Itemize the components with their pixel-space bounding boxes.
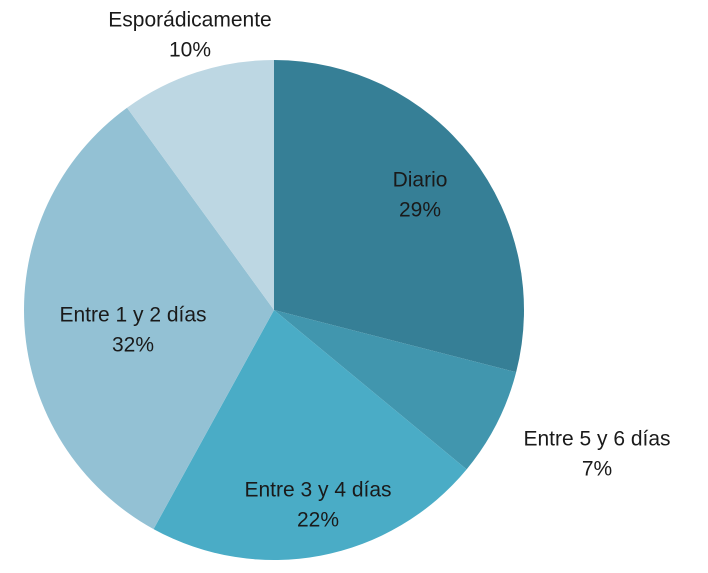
slice-label: Entre 1 y 2 días: [59, 304, 206, 327]
slice-label: Esporádicamente: [108, 9, 271, 32]
pie-slice: [127, 60, 275, 310]
slice-value-label: 10%: [169, 39, 211, 62]
slice-value-label: 22%: [297, 509, 339, 532]
slice-label: Entre 3 y 4 días: [244, 479, 391, 502]
slice-value-label: 29%: [399, 199, 441, 222]
slice-label: Diario: [393, 169, 448, 192]
pie-slice: [274, 310, 517, 470]
pie-slice: [153, 310, 467, 560]
slice-value-label: 7%: [582, 458, 612, 481]
slice-value-label: 32%: [112, 334, 154, 357]
pie-slice: [23, 107, 275, 530]
slice-label: Entre 5 y 6 días: [523, 428, 670, 451]
pie-slice: [274, 60, 524, 373]
